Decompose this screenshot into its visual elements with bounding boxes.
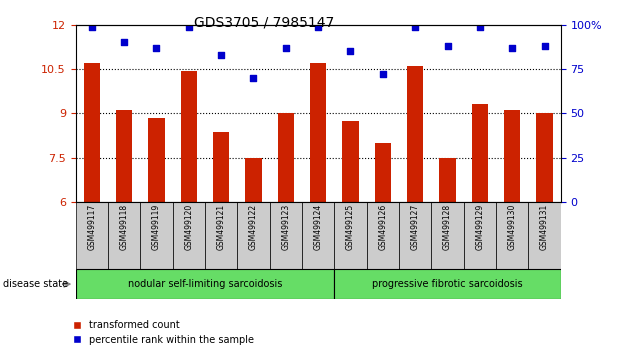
Bar: [84, 63, 100, 202]
Bar: [343, 121, 358, 202]
Point: [475, 24, 485, 29]
Bar: [504, 110, 520, 202]
Legend: transformed count, percentile rank within the sample: transformed count, percentile rank withi…: [68, 316, 258, 349]
Bar: [407, 66, 423, 202]
Bar: [173, 202, 205, 269]
Bar: [76, 269, 335, 299]
Text: GSM499131: GSM499131: [540, 204, 549, 250]
Bar: [529, 202, 561, 269]
Bar: [238, 202, 270, 269]
Bar: [302, 202, 335, 269]
Bar: [246, 158, 261, 202]
Point: [313, 24, 323, 29]
Text: GSM499119: GSM499119: [152, 204, 161, 250]
Point: [216, 52, 226, 58]
Bar: [310, 63, 326, 202]
Bar: [472, 104, 488, 202]
Bar: [181, 70, 197, 202]
Text: GSM499123: GSM499123: [282, 204, 290, 250]
Bar: [375, 143, 391, 202]
Bar: [335, 269, 561, 299]
Text: GSM499129: GSM499129: [476, 204, 484, 250]
Text: GSM499117: GSM499117: [88, 204, 96, 250]
Point: [248, 75, 258, 81]
Bar: [213, 132, 229, 202]
Bar: [440, 158, 455, 202]
Text: GSM499130: GSM499130: [508, 204, 517, 250]
Point: [87, 24, 97, 29]
Bar: [496, 202, 529, 269]
Text: progressive fibrotic sarcoidosis: progressive fibrotic sarcoidosis: [372, 279, 523, 289]
Point: [507, 45, 517, 51]
Bar: [140, 202, 173, 269]
Text: GSM499126: GSM499126: [379, 204, 387, 250]
Bar: [149, 118, 164, 202]
Text: GSM499120: GSM499120: [185, 204, 193, 250]
Point: [539, 43, 549, 49]
Text: GSM499122: GSM499122: [249, 204, 258, 250]
Point: [345, 48, 355, 54]
Text: GSM499118: GSM499118: [120, 204, 129, 250]
Bar: [432, 202, 464, 269]
Bar: [108, 202, 140, 269]
Point: [378, 72, 388, 77]
Bar: [278, 113, 294, 202]
Text: GSM499124: GSM499124: [314, 204, 323, 250]
Bar: [537, 113, 553, 202]
Point: [119, 40, 129, 45]
Bar: [116, 110, 132, 202]
Text: GSM499125: GSM499125: [346, 204, 355, 250]
Point: [442, 43, 452, 49]
Point: [151, 45, 161, 51]
Text: GSM499128: GSM499128: [443, 204, 452, 250]
Text: GDS3705 / 7985147: GDS3705 / 7985147: [195, 16, 335, 30]
Text: GSM499127: GSM499127: [411, 204, 420, 250]
Bar: [367, 202, 399, 269]
Point: [410, 24, 420, 29]
Point: [281, 45, 291, 51]
Bar: [464, 202, 496, 269]
Text: disease state: disease state: [3, 279, 68, 289]
Bar: [335, 202, 367, 269]
Point: [184, 24, 194, 29]
Text: GSM499121: GSM499121: [217, 204, 226, 250]
Bar: [399, 202, 432, 269]
Text: nodular self-limiting sarcoidosis: nodular self-limiting sarcoidosis: [128, 279, 282, 289]
Bar: [270, 202, 302, 269]
Bar: [205, 202, 238, 269]
Bar: [76, 202, 108, 269]
